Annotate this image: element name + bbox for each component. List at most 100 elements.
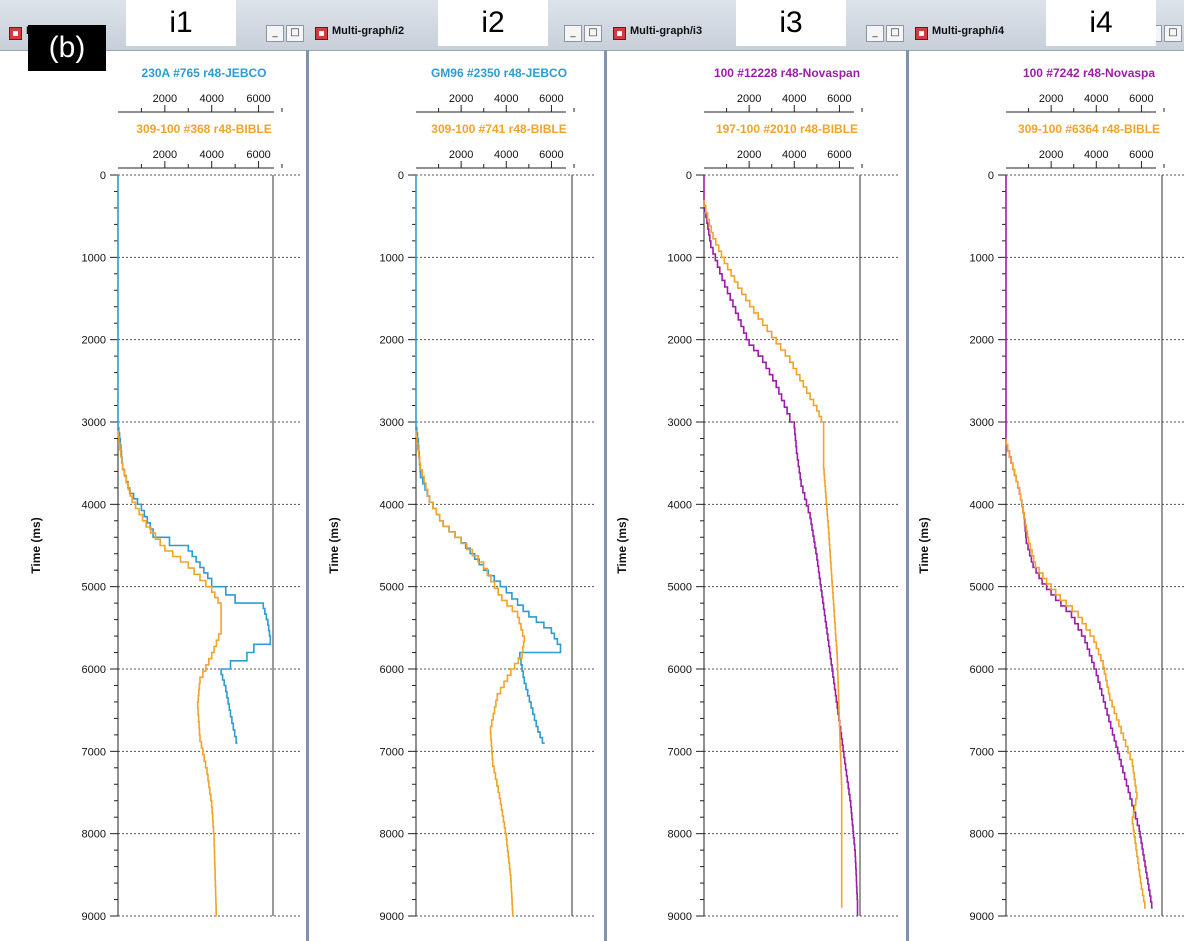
minimize-button[interactable]: _ — [866, 25, 884, 42]
y-tick-label: 0 — [686, 170, 692, 182]
panel-label: i2 — [438, 0, 548, 46]
x-tick-label: 2000 — [449, 93, 473, 105]
x-tick-label: 2000 — [737, 149, 761, 161]
window-title: Multi-graph/i2 — [332, 25, 405, 37]
panel-label: i4 — [1046, 0, 1156, 46]
y-tick-label: 8000 — [82, 829, 106, 841]
window-border — [906, 50, 909, 941]
y-tick-label: 7000 — [668, 746, 692, 758]
graph-window-i2: Multi-graph/i2 _ □ i2 0 1000 2000 3000 4000 5000 6… — [306, 0, 604, 941]
series-line — [117, 430, 222, 917]
y-tick-label: 8000 — [668, 829, 692, 841]
legend-entry: GM96 #2350 r48-JEBCO — [431, 66, 567, 80]
y-tick-label: 4000 — [380, 499, 404, 511]
y-tick-label: 9000 — [380, 911, 404, 923]
y-axis-title: Time (ms) — [29, 517, 43, 573]
series-line — [703, 175, 859, 916]
x-tick-label: 4000 — [199, 93, 223, 105]
legend-entry: 230A #765 r48-JEBCO — [142, 66, 267, 80]
y-tick-label: 1000 — [82, 252, 106, 264]
window-border — [306, 50, 309, 941]
window-title: Multi-graph/i3 — [630, 25, 703, 37]
x-tick-label: 4000 — [494, 93, 518, 105]
window-title: Multi-graph/i4 — [932, 25, 1005, 37]
maximize-button[interactable]: □ — [1164, 25, 1182, 42]
plot-area: 0 1000 2000 3000 4000 5000 6000 7000 8000 9000 Tim… — [906, 50, 1184, 941]
y-tick-label: 9000 — [970, 911, 994, 923]
x-tick-label: 2000 — [737, 93, 761, 105]
y-tick-label: 5000 — [82, 582, 106, 594]
series-line — [415, 175, 562, 744]
x-tick-label: 6000 — [1129, 93, 1153, 105]
x-tick-label: 4000 — [1084, 93, 1108, 105]
graph-window-i4: Multi-graph/i4_□i40100020003000400050006… — [906, 0, 1184, 941]
y-tick-label: 0 — [398, 170, 404, 182]
y-tick-label: 9000 — [668, 911, 692, 923]
y-axis-title: Time (ms) — [615, 517, 629, 573]
y-tick-label: 4000 — [970, 499, 994, 511]
y-tick-label: 5000 — [668, 582, 692, 594]
panel-label: i1 — [126, 0, 236, 46]
y-tick-label: 6000 — [380, 664, 404, 676]
y-tick-label: 2000 — [668, 335, 692, 347]
graph-window-i1: Multi-graph/i1_□i10100020003000400050006… — [0, 0, 306, 941]
y-tick-label: 3000 — [668, 417, 692, 429]
y-tick-label: 6000 — [970, 664, 994, 676]
maximize-button[interactable]: □ — [286, 25, 304, 42]
y-tick-label: 3000 — [970, 417, 994, 429]
x-tick-label: 6000 — [827, 93, 851, 105]
legend-entry: 309-100 #368 r48-BIBLE — [136, 122, 271, 136]
plot-area: 0 1000 2000 3000 4000 5000 6000 7000 8000 9000 Tim… — [604, 50, 906, 941]
x-tick-label: 4000 — [1084, 149, 1108, 161]
app-window-icon — [315, 27, 328, 40]
x-tick-label: 6000 — [539, 149, 563, 161]
app-window-icon — [613, 27, 626, 40]
series-line — [1005, 438, 1146, 909]
minimize-button[interactable]: _ — [266, 25, 284, 42]
legend-entry: 100 #12228 r48-Novaspan — [714, 66, 860, 80]
legend-entry: 309-100 #6364 r48-BIBLE — [1018, 122, 1160, 136]
y-axis-title: Time (ms) — [327, 517, 341, 573]
y-tick-label: 2000 — [970, 335, 994, 347]
maximize-button[interactable]: □ — [886, 25, 904, 42]
y-tick-label: 5000 — [970, 582, 994, 594]
y-tick-label: 8000 — [970, 829, 994, 841]
plot-area: 0 1000 2000 3000 4000 5000 6000 7000 8000 9000 Tim… — [306, 50, 604, 941]
figure-label: (b) — [28, 25, 106, 71]
minimize-button[interactable]: _ — [564, 25, 582, 42]
x-tick-label: 4000 — [199, 149, 223, 161]
x-tick-label: 6000 — [539, 93, 563, 105]
x-tick-label: 2000 — [153, 93, 177, 105]
y-tick-label: 7000 — [380, 746, 404, 758]
y-tick-label: 6000 — [668, 664, 692, 676]
y-tick-label: 3000 — [82, 417, 106, 429]
graph-window-i3: Multi-graph/i3 _ □ i3 0 1000 2000 3000 4000 5000 6… — [604, 0, 906, 941]
y-tick-label: 7000 — [970, 746, 994, 758]
y-tick-label: 6000 — [82, 664, 106, 676]
x-tick-label: 6000 — [827, 149, 851, 161]
y-tick-label: 1000 — [668, 252, 692, 264]
y-tick-label: 1000 — [970, 252, 994, 264]
x-tick-label: 6000 — [1129, 149, 1153, 161]
multi-graph-plot: 0 1000 2000 3000 4000 5000 6000 7000 8000 9000 Tim… — [29, 66, 300, 923]
multi-graph-plot: 0 1000 2000 3000 4000 5000 6000 7000 8000 9000 Tim… — [327, 66, 596, 923]
x-tick-label: 6000 — [246, 93, 270, 105]
y-tick-label: 9000 — [82, 911, 106, 923]
plot-area: 0 1000 2000 3000 4000 5000 6000 7000 8000 9000 Tim… — [0, 50, 306, 941]
y-tick-label: 3000 — [380, 417, 404, 429]
legend-entry: 100 #7242 r48-Novaspa — [1023, 66, 1155, 80]
x-tick-label: 6000 — [246, 149, 270, 161]
x-tick-label: 2000 — [153, 149, 177, 161]
multi-graph-plot: 0 1000 2000 3000 4000 5000 6000 7000 8000 9000 Tim… — [615, 66, 899, 923]
app-window-icon — [9, 27, 22, 40]
y-tick-label: 2000 — [82, 335, 106, 347]
y-axis-title: Time (ms) — [917, 517, 931, 573]
app-window-icon — [915, 27, 928, 40]
y-tick-label: 0 — [988, 170, 994, 182]
series-line — [415, 430, 526, 917]
window-border — [604, 50, 607, 941]
y-tick-label: 4000 — [82, 499, 106, 511]
y-tick-label: 4000 — [668, 499, 692, 511]
legend-entry: 309-100 #741 r48-BIBLE — [431, 122, 566, 136]
maximize-button[interactable]: □ — [584, 25, 602, 42]
